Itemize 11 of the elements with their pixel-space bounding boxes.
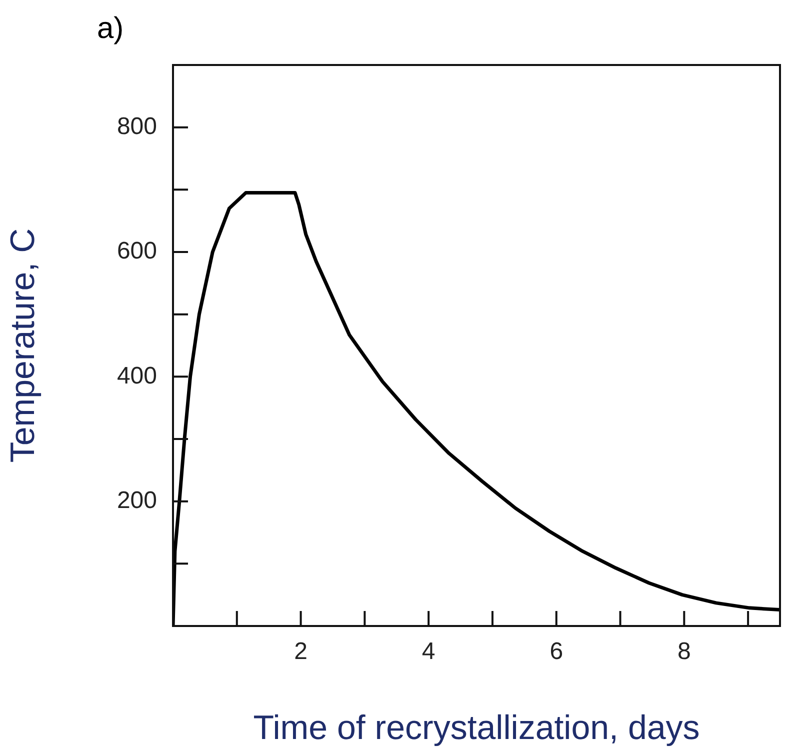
x-tick-label: 6 [550, 638, 564, 666]
x-tick-label: 4 [422, 638, 436, 666]
y-tick-label: 600 [116, 238, 157, 265]
x-tick-label: 8 [677, 638, 691, 666]
y-tick-label: 400 [116, 362, 157, 390]
y-axis-title: Temperature, C [4, 228, 42, 463]
x-tick-label: 2 [294, 638, 308, 666]
y-tick-label: 200 [116, 486, 157, 514]
y-tick-label: 800 [116, 112, 157, 140]
chart-title: a) [97, 12, 124, 45]
x-axis-title: Time of recrystallization, days [253, 708, 700, 747]
